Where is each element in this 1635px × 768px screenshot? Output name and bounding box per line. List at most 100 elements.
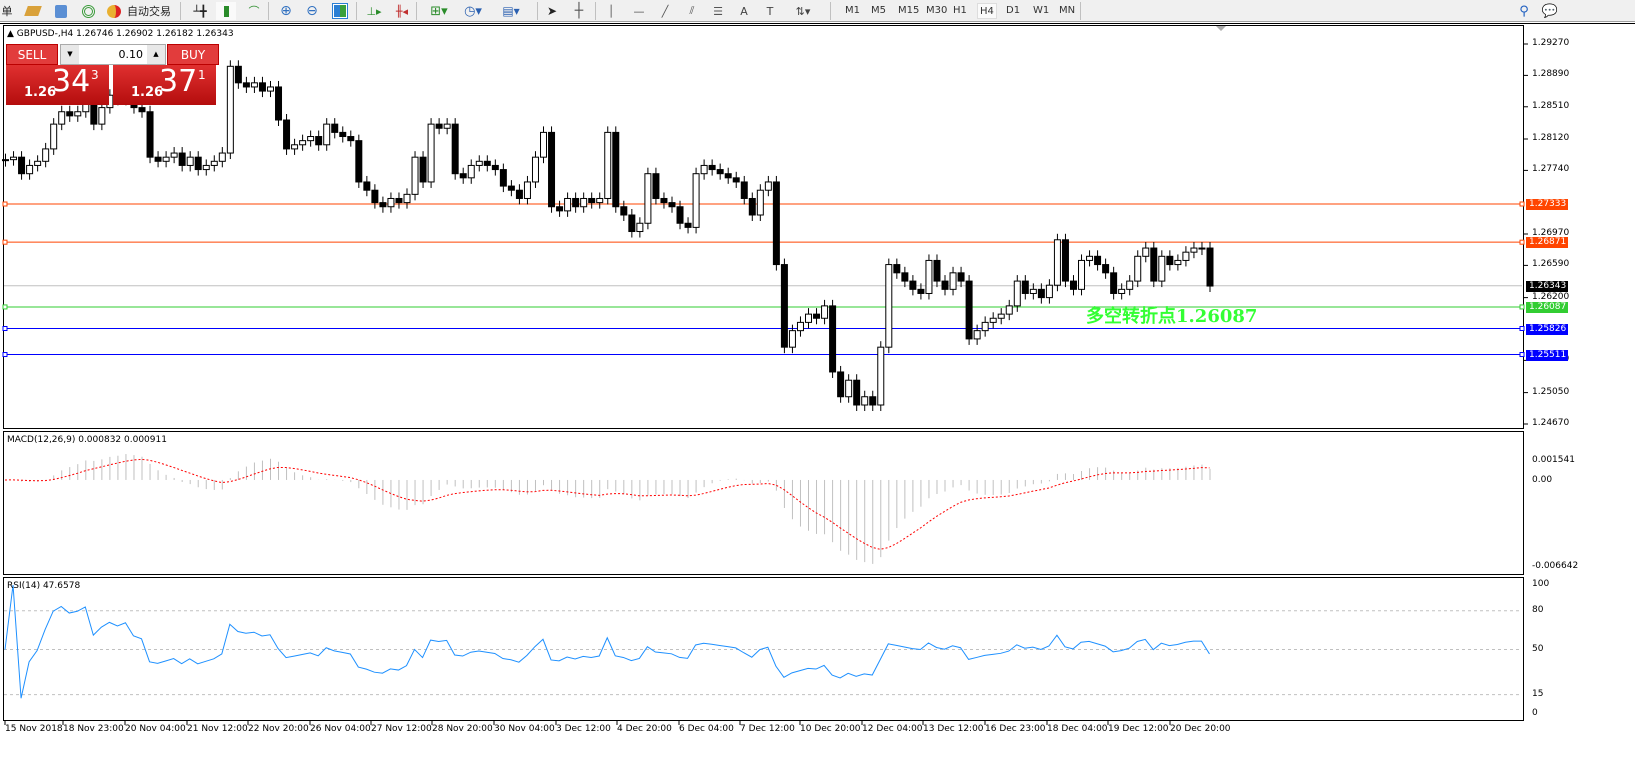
new-order-label[interactable]: 单: [1, 5, 13, 18]
lot-size-input[interactable]: 0.10: [118, 48, 144, 61]
candle-body: [355, 140, 363, 183]
candle-body: [331, 123, 339, 133]
bar-chart-icon[interactable]: ┴╋: [193, 4, 207, 18]
auto-trading-icon[interactable]: [105, 2, 123, 20]
timeframe-w1[interactable]: W1: [1033, 5, 1050, 16]
sell-button[interactable]: SELL: [6, 44, 58, 65]
candle-body: [772, 181, 780, 266]
search-icon[interactable]: ⚲: [1519, 3, 1529, 19]
candle-body: [234, 65, 242, 84]
price-axis-label: 1.28510: [1532, 100, 1570, 111]
timeframe-m5[interactable]: M5: [871, 5, 886, 16]
level-handle: [1519, 201, 1525, 207]
candle-body: [291, 144, 299, 150]
collapse-triangle-icon[interactable]: ▲: [7, 29, 14, 39]
price-axis-label: 1.26200: [1532, 291, 1570, 302]
zoom-out-icon[interactable]: ⊖: [306, 3, 318, 19]
candle-body: [1198, 247, 1206, 250]
vertical-line-icon[interactable]: │: [607, 4, 615, 18]
time-axis-label: 10 Dec 20:00: [800, 724, 861, 734]
rsi-axis-label: 0: [1532, 708, 1538, 718]
candle-body: [307, 136, 315, 142]
text-label-icon[interactable]: T: [766, 4, 774, 18]
candle-body: [845, 379, 853, 398]
templates-icon[interactable]: ▤▾: [502, 4, 520, 18]
candle-body: [805, 313, 812, 323]
price-chart-panel[interactable]: [3, 25, 1524, 429]
candle-body: [491, 164, 499, 171]
horizontal-line-icon[interactable]: —: [633, 4, 645, 18]
trendline-icon[interactable]: ╱: [661, 4, 669, 18]
buy-button[interactable]: BUY: [167, 44, 219, 65]
chat-icon[interactable]: 💬: [1541, 3, 1559, 19]
time-axis-label: 18 Dec 04:00: [1047, 724, 1108, 734]
cursor-icon[interactable]: ➤: [546, 4, 558, 18]
timeframe-h1[interactable]: H1: [953, 5, 967, 16]
timeframe-m30[interactable]: M30: [926, 5, 948, 16]
macd-header: MACD(12,26,9) 0.000832 0.000911: [7, 435, 167, 445]
timeframe-h4[interactable]: H4: [977, 3, 997, 19]
candle-body: [299, 140, 307, 146]
auto-scroll-icon[interactable]: ╫◂: [395, 4, 409, 18]
candle-body: [379, 202, 387, 208]
candle-body: [170, 152, 178, 158]
candle-body: [98, 107, 106, 125]
crosshair-icon[interactable]: ┼: [574, 3, 584, 19]
signals-icon[interactable]: [79, 2, 97, 20]
price-axis-label: 1.24670: [1532, 418, 1570, 428]
candle-body: [813, 313, 821, 319]
pivot-annotation[interactable]: 多空转折点1.26087: [1086, 306, 1258, 327]
equidistant-channel-icon[interactable]: ⫽: [689, 4, 695, 17]
chart-shift-icon[interactable]: ⊥▸: [366, 4, 382, 18]
time-axis-label: 21 Nov 12:00: [187, 724, 248, 734]
candle-body: [395, 197, 403, 204]
candle-body: [716, 169, 724, 175]
candle-body: [34, 160, 42, 166]
line-chart-icon[interactable]: ⌒: [248, 5, 260, 18]
candle-body: [363, 181, 371, 191]
timeframe-m1[interactable]: M1: [845, 5, 860, 16]
candle-body: [636, 222, 644, 233]
time-axis-label: 22 Nov 20:00: [248, 724, 309, 734]
price-axis-label: 1.29270: [1532, 38, 1570, 48]
zoom-in-icon[interactable]: ⊕: [280, 3, 292, 19]
candle-body: [692, 173, 700, 228]
candle-body: [1110, 272, 1118, 294]
candle-body: [821, 305, 829, 319]
macd-panel[interactable]: [3, 431, 1524, 575]
candle-body: [909, 280, 917, 290]
periods-icon[interactable]: ◷▾: [464, 3, 482, 19]
text-icon[interactable]: A: [740, 4, 748, 18]
indicators-icon[interactable]: ⊞▾: [430, 3, 448, 19]
candle-body: [981, 321, 989, 332]
chart-shift-marker[interactable]: [1216, 26, 1226, 31]
level-handle: [1519, 304, 1525, 310]
rsi-axis-label: 100: [1532, 579, 1550, 589]
candle-body: [1094, 255, 1102, 266]
tile-windows-icon[interactable]: [330, 2, 350, 20]
lot-size-stepper[interactable]: ▼ 0.10 ▲: [60, 44, 166, 65]
timeframe-m15[interactable]: M15: [898, 5, 920, 16]
candlestick-icon[interactable]: [216, 2, 236, 20]
candle-body: [837, 371, 845, 398]
candle-body: [427, 123, 435, 183]
candle-body: [459, 173, 467, 179]
candle-body: [965, 280, 973, 340]
candle-body: [564, 197, 572, 212]
auto-trading-button[interactable]: 自动交易: [127, 5, 171, 18]
candle-body: [1086, 255, 1094, 261]
candle-body: [178, 152, 186, 166]
timeframe-d1[interactable]: D1: [1006, 5, 1021, 16]
arrows-icon[interactable]: ⇅▾: [795, 4, 811, 18]
price-axis-label: 1.26970: [1532, 228, 1570, 238]
buy-price[interactable]: 1.26 37 1: [113, 64, 216, 105]
candle-body: [347, 136, 355, 142]
decrease-lot-button[interactable]: ▼: [61, 45, 79, 64]
timeframe-mn[interactable]: MN: [1059, 5, 1076, 16]
increase-lot-button[interactable]: ▲: [147, 45, 165, 64]
fibonacci-icon[interactable]: ☰: [713, 4, 723, 18]
sell-price[interactable]: 1.26 34 3: [6, 64, 109, 105]
market-watch-icon[interactable]: [52, 2, 70, 20]
time-axis-label: 27 Nov 12:00: [371, 724, 432, 734]
